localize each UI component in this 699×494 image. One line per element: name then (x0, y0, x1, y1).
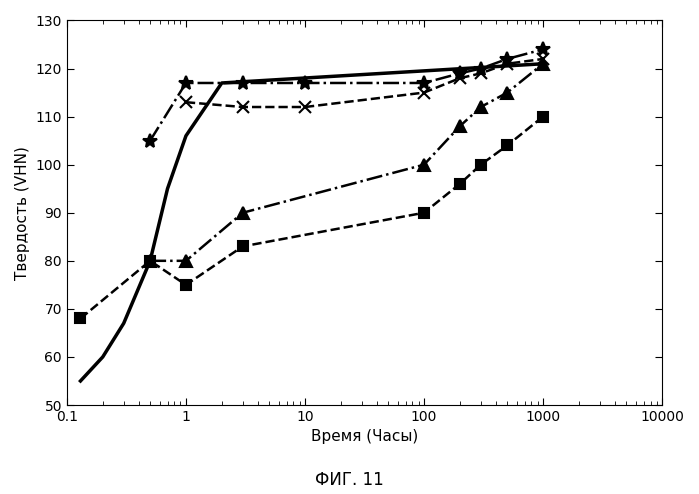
X-axis label: Время (Часы): Время (Часы) (311, 429, 418, 445)
Text: ФИГ. 11: ФИГ. 11 (315, 471, 384, 489)
Y-axis label: Твердость (VHN): Твердость (VHN) (15, 146, 30, 280)
